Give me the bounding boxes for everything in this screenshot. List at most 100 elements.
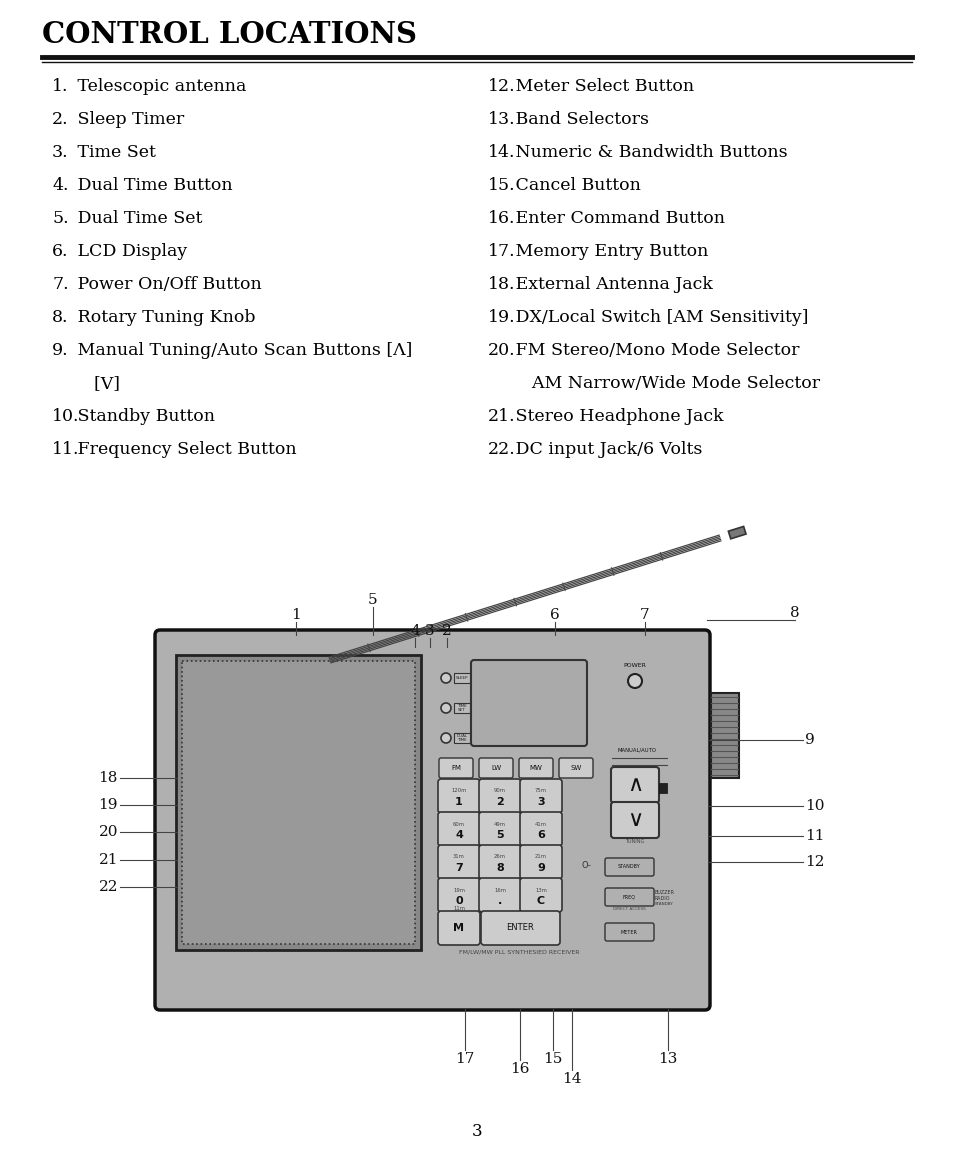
Text: 18.: 18.	[488, 276, 515, 293]
Text: 22.: 22.	[488, 441, 516, 459]
Text: 120m: 120m	[451, 789, 466, 793]
Text: 1: 1	[455, 797, 462, 807]
FancyBboxPatch shape	[478, 845, 520, 879]
Text: 12.: 12.	[488, 79, 515, 95]
Text: 9: 9	[537, 863, 544, 873]
Text: 16: 16	[510, 1061, 529, 1076]
Circle shape	[627, 675, 641, 688]
Text: FM: FM	[451, 765, 460, 772]
FancyBboxPatch shape	[519, 778, 561, 813]
Text: 7.: 7.	[52, 276, 69, 293]
Text: ENTER: ENTER	[506, 924, 534, 932]
Text: 21: 21	[98, 854, 118, 867]
Text: 3: 3	[425, 624, 435, 638]
Text: MANUAL/AUTO: MANUAL/AUTO	[617, 748, 656, 753]
Text: .: .	[497, 896, 501, 906]
FancyBboxPatch shape	[437, 911, 479, 945]
Polygon shape	[727, 527, 745, 539]
Text: 13.: 13.	[488, 111, 515, 128]
Text: 19m: 19m	[453, 887, 464, 893]
Text: Manual Tuning/Auto Scan Buttons [Λ]: Manual Tuning/Auto Scan Buttons [Λ]	[71, 342, 412, 359]
Text: 3: 3	[471, 1123, 482, 1140]
Text: 19: 19	[98, 798, 118, 812]
Text: 19.: 19.	[488, 310, 515, 326]
Text: 5.: 5.	[52, 210, 69, 228]
Text: CONTROL LOCATIONS: CONTROL LOCATIONS	[42, 20, 416, 49]
Text: 5: 5	[496, 830, 503, 840]
FancyBboxPatch shape	[478, 878, 520, 912]
Text: FM/LW/MW PLL SYNTHESIED RECEIVER: FM/LW/MW PLL SYNTHESIED RECEIVER	[458, 951, 578, 955]
Text: M: M	[453, 923, 464, 933]
FancyBboxPatch shape	[610, 767, 659, 803]
Text: 90m: 90m	[494, 789, 505, 793]
Text: 75m: 75m	[535, 789, 546, 793]
Text: 13: 13	[658, 1052, 677, 1066]
Text: DIRECT ACCESS: DIRECT ACCESS	[612, 907, 644, 911]
Text: 10: 10	[804, 799, 823, 813]
Text: POWER: POWER	[623, 663, 646, 668]
Bar	[454, 673, 470, 683]
Text: [V]: [V]	[71, 375, 120, 392]
Text: 16.: 16.	[488, 210, 515, 228]
Text: STANDBY: STANDBY	[655, 902, 673, 906]
Text: 21m: 21m	[535, 855, 546, 859]
Text: 8.: 8.	[52, 310, 69, 326]
Text: STANDBY: STANDBY	[617, 864, 639, 870]
Text: Memory Entry Button: Memory Entry Button	[510, 243, 708, 260]
Text: 7: 7	[455, 863, 462, 873]
Text: 21.: 21.	[488, 408, 515, 425]
Text: 14: 14	[561, 1072, 581, 1086]
FancyBboxPatch shape	[518, 758, 553, 778]
Text: FREQ: FREQ	[622, 894, 635, 900]
FancyBboxPatch shape	[437, 878, 479, 912]
Circle shape	[440, 703, 451, 713]
Text: Numeric & Bandwidth Buttons: Numeric & Bandwidth Buttons	[510, 144, 787, 161]
FancyBboxPatch shape	[437, 845, 479, 879]
Text: Telescopic antenna: Telescopic antenna	[71, 79, 246, 95]
FancyBboxPatch shape	[604, 858, 654, 875]
Text: 31m: 31m	[453, 855, 464, 859]
Text: 41m: 41m	[535, 821, 546, 827]
Text: ∧: ∧	[626, 775, 642, 795]
Text: 17: 17	[455, 1052, 475, 1066]
Text: ∨: ∨	[626, 810, 642, 830]
Text: 15.: 15.	[488, 177, 515, 194]
FancyBboxPatch shape	[478, 812, 520, 845]
Text: 11.: 11.	[52, 441, 79, 459]
Text: Rotary Tuning Knob: Rotary Tuning Knob	[71, 310, 255, 326]
Bar	[454, 733, 470, 743]
Text: DX/Local Switch [AM Sensitivity]: DX/Local Switch [AM Sensitivity]	[510, 310, 807, 326]
Text: 11: 11	[804, 829, 823, 843]
Text: 4: 4	[455, 830, 462, 840]
Text: O-: O-	[581, 860, 591, 870]
Text: Frequency Select Button: Frequency Select Button	[71, 441, 296, 459]
FancyBboxPatch shape	[519, 845, 561, 879]
Bar	[710, 693, 739, 778]
Text: Power On/Off Button: Power On/Off Button	[71, 276, 261, 293]
Text: 6: 6	[550, 608, 559, 623]
Text: MW: MW	[529, 765, 542, 772]
Text: 4: 4	[410, 624, 419, 638]
FancyBboxPatch shape	[437, 812, 479, 845]
FancyBboxPatch shape	[478, 758, 513, 778]
Text: 17.: 17.	[488, 243, 515, 260]
Circle shape	[440, 673, 451, 683]
Text: 2: 2	[496, 797, 503, 807]
Text: 1: 1	[291, 608, 300, 623]
FancyBboxPatch shape	[519, 812, 561, 845]
Text: 14.: 14.	[488, 144, 515, 161]
Text: External Antenna Jack: External Antenna Jack	[510, 276, 712, 293]
Text: 60m: 60m	[453, 821, 464, 827]
Text: Sleep Timer: Sleep Timer	[71, 111, 184, 128]
Text: 8: 8	[789, 606, 799, 620]
Text: 11m: 11m	[453, 906, 464, 911]
FancyBboxPatch shape	[438, 758, 473, 778]
Text: Dual Time Button: Dual Time Button	[71, 177, 233, 194]
FancyBboxPatch shape	[437, 778, 479, 813]
Text: SLEEP: SLEEP	[456, 676, 468, 680]
Bar	[659, 783, 666, 793]
Text: 26m: 26m	[494, 855, 505, 859]
FancyBboxPatch shape	[480, 911, 559, 945]
Text: LW: LW	[491, 765, 500, 772]
Text: 5: 5	[368, 593, 377, 608]
